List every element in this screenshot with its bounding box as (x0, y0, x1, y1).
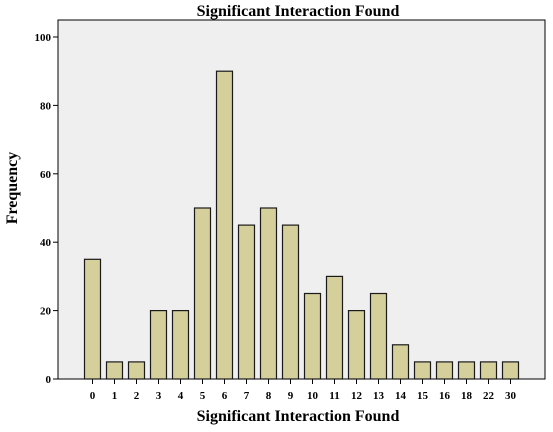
y-tick-label: 100 (35, 32, 52, 44)
x-tick-label: 12 (351, 390, 363, 402)
x-tick-label: 4 (178, 390, 184, 402)
x-axis-label: Significant Interaction Found (197, 408, 400, 425)
bar-3 (149, 310, 168, 380)
plot-background (57, 19, 546, 380)
y-tick-label: 80 (40, 100, 52, 112)
y-axis: 0 20 40 60 80 100 (35, 32, 58, 386)
x-tick-label: 8 (266, 390, 272, 402)
x-tick-label: 16 (439, 390, 451, 402)
bar-18 (457, 361, 476, 380)
bar-1 (105, 361, 124, 380)
bar-14 (391, 344, 410, 380)
x-tick-label: 14 (395, 390, 407, 402)
bar-0 (83, 258, 102, 380)
bar-8 (259, 207, 278, 380)
x-tick-label: 18 (461, 390, 473, 402)
bar-15 (413, 361, 432, 380)
x-tick-label: 3 (156, 390, 162, 402)
x-axis: 0 1 2 3 4 5 6 7 8 9 10 11 12 13 14 15 16 18 22 30 (90, 379, 517, 402)
x-tick-label: 10 (307, 390, 319, 402)
x-tick-label: 11 (329, 390, 339, 402)
chart-title: Significant Interaction Found (197, 3, 400, 20)
y-tick-label: 60 (40, 169, 52, 181)
x-tick-label: 9 (288, 390, 294, 402)
y-tick-label: 0 (46, 374, 52, 386)
x-tick-label: 7 (244, 390, 250, 402)
bar-13 (369, 292, 388, 380)
y-tick-label: 40 (40, 237, 52, 249)
bar-10 (303, 292, 322, 380)
y-tick-label: 20 (40, 306, 52, 318)
bar-5 (193, 207, 212, 380)
bar-30 (501, 361, 520, 380)
x-tick-label: 0 (90, 390, 96, 402)
bar-4 (171, 310, 190, 380)
x-tick-label: 5 (200, 390, 206, 402)
bar-6 (215, 70, 234, 380)
y-axis-label: Frequency (4, 152, 21, 225)
bar-2 (127, 361, 146, 380)
x-tick-label: 22 (483, 390, 495, 402)
x-tick-label: 15 (417, 390, 429, 402)
bar-16 (435, 361, 454, 380)
bar-9 (281, 224, 300, 380)
x-tick-label: 30 (505, 390, 517, 402)
x-tick-label: 13 (373, 390, 385, 402)
bar-7 (237, 224, 256, 380)
bars (83, 70, 520, 380)
x-tick-label: 1 (112, 390, 118, 402)
bar-11 (325, 275, 344, 380)
bar-22 (479, 361, 498, 380)
bar-12 (347, 310, 366, 380)
x-tick-label: 2 (134, 390, 140, 402)
x-tick-label: 6 (222, 390, 228, 402)
